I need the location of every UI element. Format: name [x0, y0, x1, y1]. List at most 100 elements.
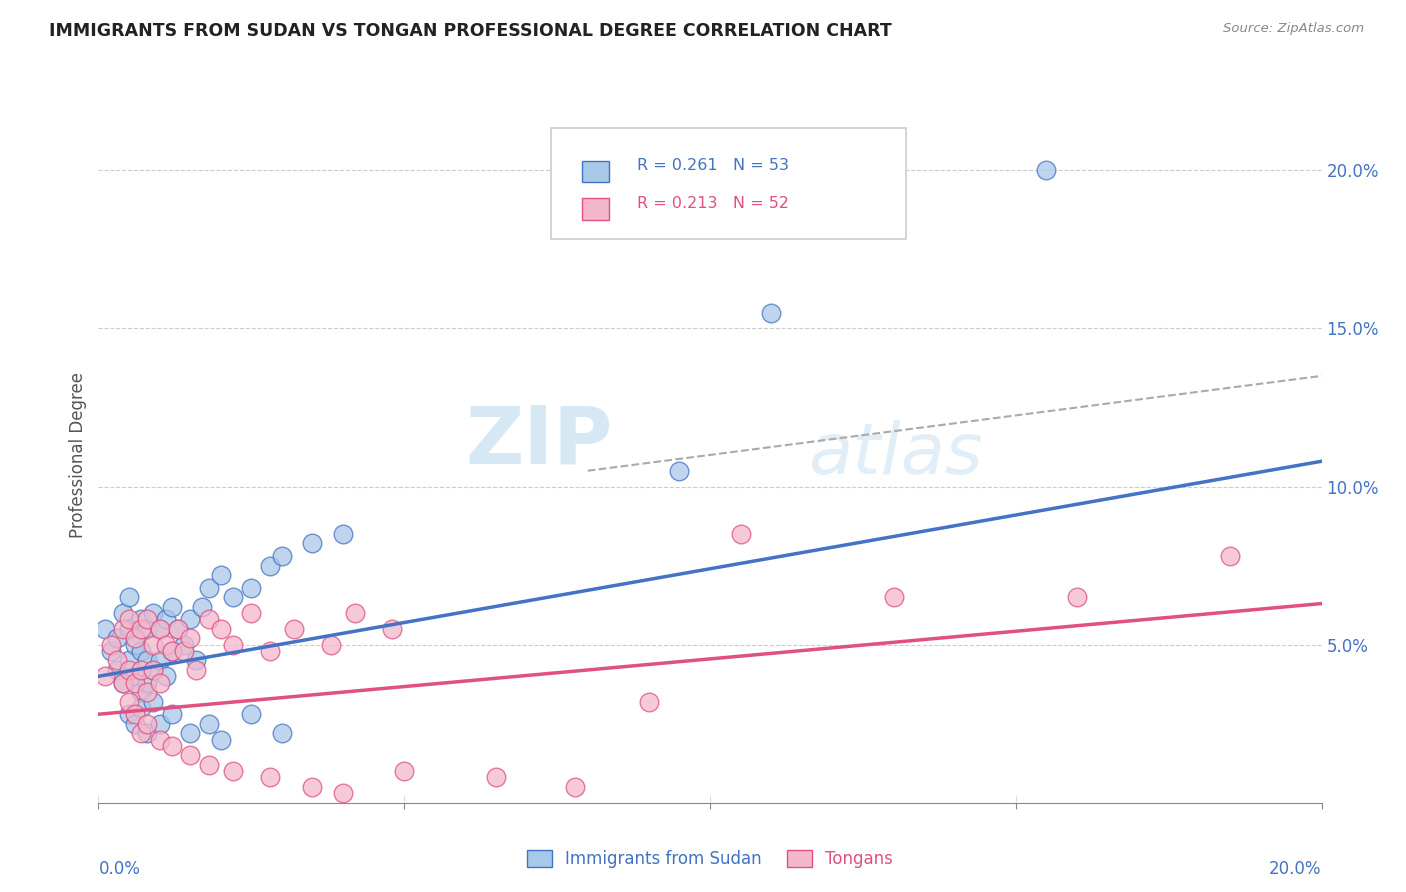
Point	[149, 732, 172, 747]
Text: atlas: atlas	[808, 420, 983, 490]
Point	[142, 638, 165, 652]
Point	[129, 644, 152, 658]
FancyBboxPatch shape	[582, 161, 609, 182]
Point	[222, 638, 245, 652]
Point	[332, 786, 354, 800]
Point	[1219, 549, 1241, 563]
Point	[191, 599, 214, 614]
Point	[149, 716, 172, 731]
Point	[124, 669, 146, 683]
Point	[381, 622, 404, 636]
Point	[186, 663, 208, 677]
Point	[118, 622, 141, 636]
Text: IMMIGRANTS FROM SUDAN VS TONGAN PROFESSIONAL DEGREE CORRELATION CHART: IMMIGRANTS FROM SUDAN VS TONGAN PROFESSI…	[49, 22, 891, 40]
Text: Source: ZipAtlas.com: Source: ZipAtlas.com	[1223, 22, 1364, 36]
Point	[136, 685, 159, 699]
Point	[209, 568, 232, 582]
FancyBboxPatch shape	[551, 128, 905, 239]
FancyBboxPatch shape	[582, 198, 609, 219]
Point	[259, 558, 281, 573]
Point	[179, 612, 201, 626]
Point	[197, 757, 219, 772]
Point	[564, 780, 586, 794]
Point	[136, 726, 159, 740]
Point	[100, 644, 122, 658]
Point	[186, 653, 208, 667]
Point	[301, 780, 323, 794]
Point	[173, 644, 195, 658]
Text: 0.0%: 0.0%	[98, 860, 141, 878]
Point	[668, 464, 690, 478]
Point	[485, 771, 508, 785]
Point	[270, 726, 292, 740]
Point	[124, 707, 146, 722]
Point	[149, 675, 172, 690]
Point	[270, 549, 292, 563]
Point	[142, 663, 165, 677]
Point	[240, 581, 263, 595]
Point	[136, 675, 159, 690]
Point	[160, 599, 183, 614]
Point	[160, 644, 183, 658]
Point	[179, 726, 201, 740]
Point	[100, 638, 122, 652]
Point	[142, 606, 165, 620]
Legend: Immigrants from Sudan, Tongans: Immigrants from Sudan, Tongans	[520, 843, 900, 874]
Point	[136, 612, 159, 626]
Point	[155, 612, 177, 626]
Point	[118, 695, 141, 709]
Point	[111, 606, 134, 620]
Point	[197, 581, 219, 595]
Point	[222, 764, 245, 779]
Point	[392, 764, 416, 779]
Point	[155, 669, 177, 683]
Point	[1066, 591, 1088, 605]
Point	[129, 663, 152, 677]
Point	[124, 638, 146, 652]
Point	[129, 726, 152, 740]
Point	[160, 739, 183, 753]
Point	[259, 644, 281, 658]
Point	[118, 707, 141, 722]
Point	[240, 606, 263, 620]
Point	[111, 675, 134, 690]
Point	[149, 622, 172, 636]
Point	[1035, 163, 1057, 178]
Point	[149, 653, 172, 667]
Point	[111, 622, 134, 636]
Point	[105, 632, 128, 646]
Point	[129, 701, 152, 715]
Text: ZIP: ZIP	[465, 402, 612, 480]
Point	[283, 622, 305, 636]
Text: R = 0.261   N = 53: R = 0.261 N = 53	[637, 158, 789, 173]
Point	[93, 622, 115, 636]
Point	[160, 644, 183, 658]
Point	[118, 612, 141, 626]
Point	[637, 695, 661, 709]
Point	[118, 653, 141, 667]
Point	[197, 612, 219, 626]
Point	[124, 675, 146, 690]
Point	[142, 663, 165, 677]
Point	[209, 732, 232, 747]
Point	[142, 695, 165, 709]
Point	[136, 653, 159, 667]
Text: R = 0.213   N = 52: R = 0.213 N = 52	[637, 195, 789, 211]
Point	[222, 591, 245, 605]
Point	[129, 622, 152, 636]
Point	[160, 707, 183, 722]
Text: 20.0%: 20.0%	[1270, 860, 1322, 878]
Point	[105, 663, 128, 677]
Point	[883, 591, 905, 605]
Point	[105, 653, 128, 667]
Point	[179, 632, 201, 646]
Point	[344, 606, 367, 620]
Point	[209, 622, 232, 636]
Point	[197, 716, 219, 731]
Point	[136, 716, 159, 731]
Point	[155, 638, 177, 652]
Point	[118, 591, 141, 605]
Point	[259, 771, 281, 785]
Point	[93, 669, 115, 683]
Point	[167, 622, 190, 636]
